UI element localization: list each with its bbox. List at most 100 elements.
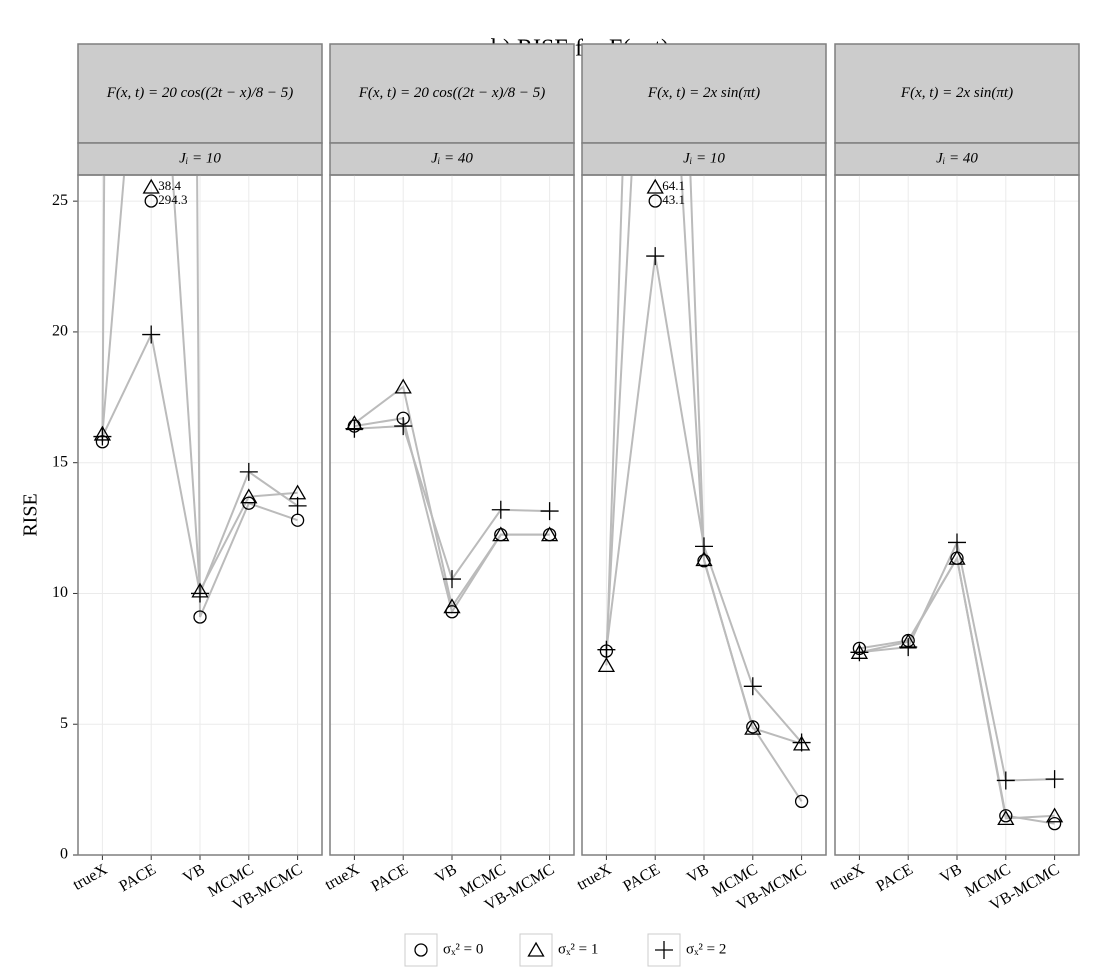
point <box>239 462 258 481</box>
plot <box>93 175 307 624</box>
point <box>996 771 1015 790</box>
point <box>743 677 762 696</box>
point <box>394 378 412 394</box>
strip-label: Jᵢ = 40 <box>936 150 978 166</box>
point <box>1045 807 1064 823</box>
value-label: 294.3 <box>158 192 187 207</box>
value-label: 38.4 <box>158 178 181 193</box>
point <box>443 598 461 614</box>
strip-label: F(x, t) = 2x sin(πt) <box>900 85 1013 101</box>
line <box>605 175 802 745</box>
strip <box>329 142 575 176</box>
point <box>850 643 869 662</box>
x-tick-label: VB <box>180 861 208 887</box>
y-axis-label: RISE <box>20 493 42 536</box>
point <box>142 178 160 194</box>
y-tick-label: 20 <box>52 323 68 340</box>
point <box>695 537 713 556</box>
line <box>101 175 298 618</box>
point <box>527 941 545 957</box>
legend-label: σₓ² = 0 <box>443 941 483 957</box>
point <box>414 943 428 957</box>
x-tick-label: trueX <box>827 861 867 894</box>
point <box>646 247 665 266</box>
point <box>144 194 158 208</box>
strip-label: F(x, t) = 2x sin(πt) <box>647 85 760 101</box>
point <box>1045 770 1064 789</box>
y-tick-label: 10 <box>52 584 68 601</box>
point <box>997 810 1015 826</box>
value-label: 43.1 <box>662 192 685 207</box>
point <box>491 500 510 519</box>
point <box>142 325 161 344</box>
plot <box>345 378 559 619</box>
strip <box>834 142 1080 176</box>
x-tick-label: VB <box>937 861 965 887</box>
legend-key <box>519 933 553 967</box>
strip <box>77 142 323 176</box>
point <box>695 551 713 567</box>
y-tick-label: 5 <box>60 715 68 732</box>
legend-label: σₓ² = 1 <box>558 941 598 957</box>
x-tick-label: PACE <box>620 861 663 895</box>
point <box>648 194 662 208</box>
x-tick-label: VB <box>432 861 460 887</box>
strip <box>834 43 1080 144</box>
plot <box>597 175 811 809</box>
x-tick-label: trueX <box>574 861 614 894</box>
point <box>899 638 918 657</box>
point <box>93 427 112 446</box>
plot <box>850 533 1064 831</box>
strip <box>329 43 575 144</box>
panel-border <box>834 174 1080 856</box>
point <box>948 549 966 565</box>
strip-label: Jᵢ = 10 <box>179 150 221 166</box>
point <box>794 794 809 809</box>
point <box>540 502 559 521</box>
point <box>540 526 559 542</box>
strip-label: Jᵢ = 40 <box>431 150 473 166</box>
point <box>948 533 966 552</box>
strip-label: F(x, t) = 20 cos((2t − x)/8 − 5) <box>358 85 546 101</box>
strip <box>77 43 323 144</box>
point <box>345 419 364 438</box>
point <box>240 488 258 504</box>
legend-label: σₓ² = 2 <box>686 941 726 957</box>
value-label: 64.1 <box>662 178 685 193</box>
point <box>597 640 616 659</box>
y-tick-label: 15 <box>52 453 68 470</box>
line <box>353 385 550 610</box>
point <box>792 733 811 752</box>
point <box>193 610 207 624</box>
x-tick-label: PACE <box>368 861 411 895</box>
strip <box>581 43 827 144</box>
x-tick-label: trueX <box>322 861 362 894</box>
point <box>288 496 307 515</box>
panel-border <box>581 174 827 856</box>
strip-label: F(x, t) = 20 cos((2t − x)/8 − 5) <box>106 85 294 101</box>
legend-key <box>404 933 438 967</box>
x-tick-label: PACE <box>116 861 159 895</box>
strip <box>581 142 827 176</box>
point <box>443 570 461 589</box>
point <box>191 584 209 603</box>
point <box>1047 816 1062 831</box>
point <box>646 178 664 194</box>
point <box>999 809 1013 823</box>
point <box>492 526 510 542</box>
y-tick-label: 25 <box>52 192 68 209</box>
y-tick-label: 0 <box>60 846 68 863</box>
line <box>859 555 1055 820</box>
point <box>744 719 762 735</box>
panel-border <box>329 174 575 856</box>
x-tick-label: trueX <box>70 861 110 894</box>
panel-border <box>77 174 323 856</box>
x-tick-label: PACE <box>873 861 916 895</box>
point <box>394 417 413 436</box>
point <box>597 657 616 673</box>
point <box>445 605 459 619</box>
strip-label: Jᵢ = 10 <box>683 150 725 166</box>
point <box>655 941 673 959</box>
x-tick-label: VB <box>684 861 712 887</box>
